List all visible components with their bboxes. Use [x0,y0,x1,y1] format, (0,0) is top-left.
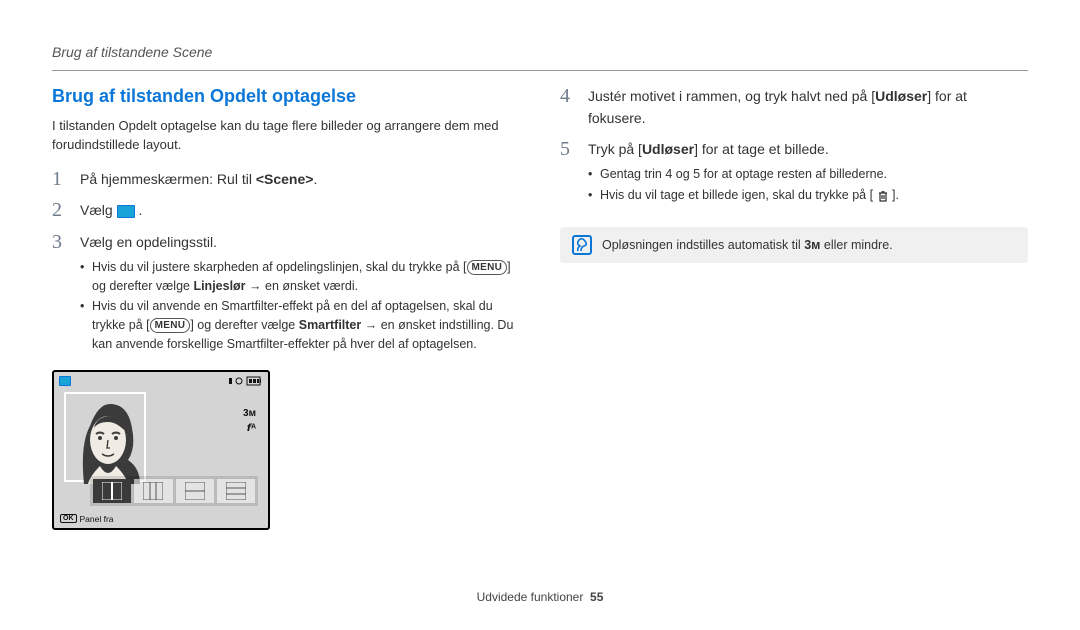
note-post: eller mindre. [820,238,892,252]
menu-icon: MENU [467,260,508,275]
footer-label: Udvidede funktioner [477,590,584,604]
face-illustration [66,394,148,484]
page-footer: Udvidede funktioner 55 [0,590,1080,604]
bullet-5b: Hvis du vil tage et billede igen, skal d… [588,186,899,205]
split-mode-icon [117,205,135,218]
b3a-pre: Hvis du vil justere skarpheden af opdeli… [92,260,467,274]
shot-top-left [59,376,73,388]
step2-text: Vælg [80,202,117,218]
bullet-5a: Gentag trin 4 og 5 for at optage resten … [588,165,899,184]
b5b-post: ]. [892,188,899,202]
b3b-bold: Smartfilter [299,318,362,332]
note-box: Opløsningen indstilles automatisk til 3ᴍ… [560,227,1028,263]
s5-bold: Udløser [642,141,694,157]
resolution-label: 3ᴍ [243,408,256,419]
layout-options [90,476,258,506]
step1-pre: På hjemmeskærmen: Rul til [80,171,256,187]
s5-post: ] for at tage et billede. [694,141,829,157]
right-column: 4 Justér motivet i rammen, og tryk halvt… [560,86,1028,530]
b3a-post: → en ønsket værdi. [246,279,359,293]
step-list-left: 1 På hjemmeskærmen: Rul til <Scene>. 2 V… [52,169,520,360]
step-number: 5 [560,139,578,159]
step-list-right: 4 Justér motivet i rammen, og tryk halvt… [560,86,1028,211]
ok-chip: OK [60,514,77,523]
layout-opt-2[interactable] [134,479,172,503]
step-1: 1 På hjemmeskærmen: Rul til <Scene>. [52,169,520,191]
mode-icon [59,376,71,386]
shot-side-labels: 3ᴍ 𝙛ᴬ [243,408,256,438]
step-5: 5 Tryk på [Udløser] for at tage et bille… [560,139,1028,210]
divider [52,70,1028,71]
step-text: Vælg . [80,200,142,222]
intro-text: I tilstanden Opdelt optagelse kan du tag… [52,117,520,155]
b3a-bold: Linjeslør [193,279,245,293]
step3-text: Vælg en opdelingsstil. [80,234,217,250]
step5-bullets: Gentag trin 4 og 5 for at optage resten … [588,165,899,205]
page-header: Brug af tilstandene Scene [52,44,212,60]
step-text: Justér motivet i rammen, og tryk halvt n… [588,86,1028,129]
b5b-pre: Hvis du vil tage et billede igen, skal d… [600,188,873,202]
shot-top-right [229,376,263,388]
b3b-mid: ] og derefter vælge [190,318,298,332]
step-text: På hjemmeskærmen: Rul til <Scene>. [80,169,317,191]
status-icons [229,376,263,386]
layout-opt-3[interactable] [176,479,214,503]
photo-frame [64,392,146,482]
step1-bold: <Scene> [256,171,314,187]
columns: Brug af tilstanden Opdelt optagelse I ti… [52,86,1028,530]
step-number: 1 [52,169,70,189]
page-number: 55 [590,590,603,604]
step-4: 4 Justér motivet i rammen, og tryk halvt… [560,86,1028,129]
camera-screenshot: 3ᴍ 𝙛ᴬ OK Panel fra [52,370,270,530]
menu-icon: MENU [150,318,191,333]
left-column: Brug af tilstanden Opdelt optagelse I ti… [52,86,520,530]
s4-pre: Justér motivet i rammen, og tryk halvt n… [588,88,875,104]
step-number: 3 [52,232,70,252]
panel-fra-label: OK Panel fra [60,514,114,524]
trash-icon [877,190,889,202]
step1-post: . [313,171,317,187]
note-icon [572,235,592,255]
step3-bullets: Hvis du vil justere skarpheden af opdeli… [80,258,520,354]
flash-label: 𝙛ᴬ [243,423,256,434]
bullet-3b: Hvis du vil anvende en Smartfilter-effek… [80,297,520,353]
shot-topbar [59,376,263,388]
bullet-3a: Hvis du vil justere skarpheden af opdeli… [80,258,520,296]
note-pre: Opløsningen indstilles automatisk til [602,238,804,252]
panel-fra-text: Panel fra [80,514,114,524]
note-res: 3ᴍ [804,238,820,252]
step-number: 4 [560,86,578,106]
note-text: Opløsningen indstilles automatisk til 3ᴍ… [602,238,893,252]
layout-opt-1[interactable] [93,479,131,503]
s4-bold: Udløser [875,88,927,104]
s5-pre: Tryk på [ [588,141,642,157]
step-number: 2 [52,200,70,220]
step-text: Vælg en opdelingsstil. Hvis du vil juste… [80,232,520,359]
step-3: 3 Vælg en opdelingsstil. Hvis du vil jus… [52,232,520,359]
section-title: Brug af tilstanden Opdelt optagelse [52,86,520,107]
step-text: Tryk på [Udløser] for at tage et billede… [588,139,899,210]
layout-opt-4[interactable] [217,479,255,503]
step-2: 2 Vælg . [52,200,520,222]
